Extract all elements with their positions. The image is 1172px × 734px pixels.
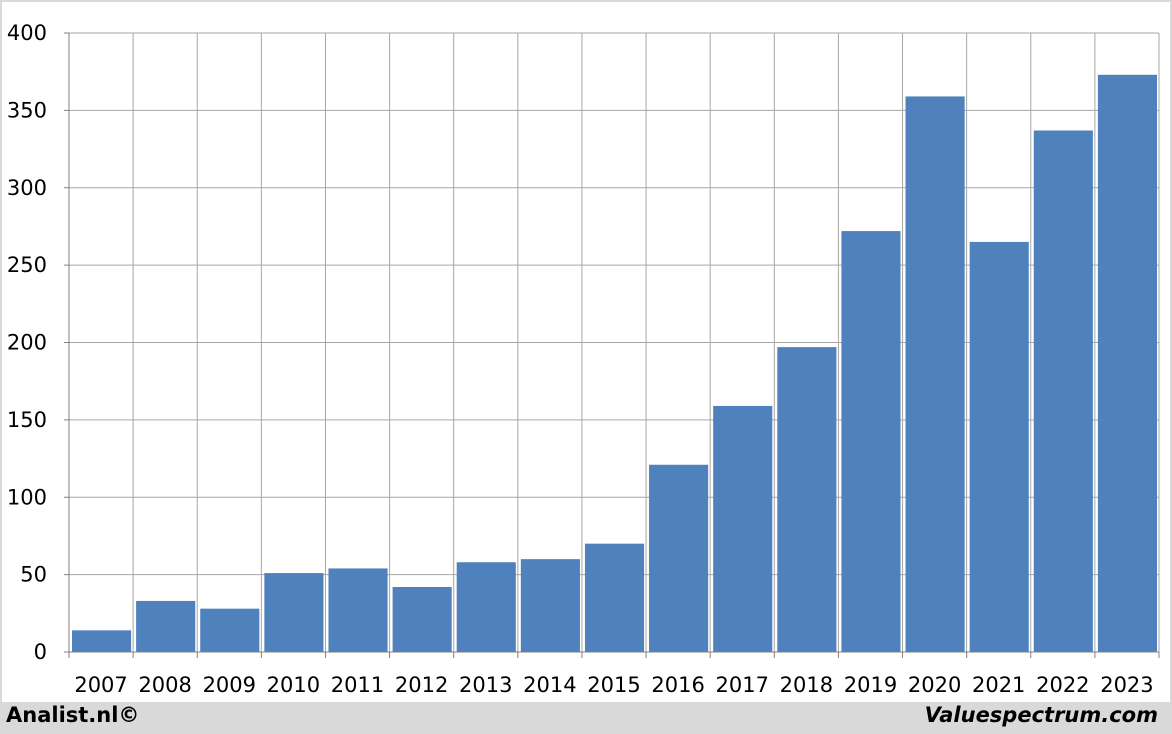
bar-2020 — [905, 96, 965, 652]
bar-2010 — [264, 573, 324, 652]
x-tick-label: 2017 — [716, 673, 769, 697]
bar-2023 — [1097, 74, 1157, 653]
y-tick-label: 150 — [7, 408, 47, 432]
x-tick-label: 2012 — [395, 673, 448, 697]
x-tick-label: 2015 — [587, 673, 640, 697]
y-tick-label: 100 — [7, 485, 47, 509]
x-tick-label: 2020 — [908, 673, 961, 697]
bar-2013 — [456, 562, 516, 652]
label-layer: 0 50 100 150 200 250 300 350 400 2007 2008 2009 2010… — [7, 21, 1154, 697]
y-tick-label: 50 — [20, 563, 47, 587]
bar-2012 — [392, 587, 452, 652]
x-tick-label: 2023 — [1100, 673, 1153, 697]
grid-layer — [68, 32, 1160, 653]
y-tick-label: 0 — [34, 640, 47, 664]
x-tick-label: 2021 — [972, 673, 1025, 697]
bar-2016 — [649, 464, 709, 652]
footer-source-right: Valuespectrum.com — [924, 703, 1158, 727]
x-tick-label: 2013 — [459, 673, 512, 697]
y-tick-label: 350 — [7, 98, 47, 122]
bar-2017 — [713, 405, 773, 652]
bar-2008 — [136, 600, 196, 652]
x-tick-label: 2022 — [1036, 673, 1089, 697]
bar-layer — [72, 74, 1157, 653]
bar-2015 — [584, 543, 645, 652]
x-tick-label: 2007 — [74, 673, 127, 697]
bar-2014 — [520, 559, 580, 652]
x-tick-label: 2008 — [138, 673, 191, 697]
y-tick-label: 300 — [7, 176, 47, 200]
x-tick-label: 2010 — [267, 673, 320, 697]
x-tick-label: 2009 — [203, 673, 256, 697]
y-tick-label: 250 — [7, 253, 47, 277]
bar-chart: 0 50 100 150 200 250 300 350 400 2007 2008 2009 2010… — [7, 21, 1160, 697]
chart-area: 0 50 100 150 200 250 300 350 400 2007 2008 2009 2010… — [2, 2, 1170, 702]
bar-2007 — [72, 630, 132, 652]
x-tick-label: 2011 — [331, 673, 384, 697]
axis-layer — [64, 32, 1160, 658]
bar-2019 — [841, 231, 901, 652]
x-tick-label: 2019 — [844, 673, 897, 697]
bar-2022 — [1033, 130, 1093, 652]
y-tick-label: 400 — [7, 21, 47, 45]
bar-2021 — [969, 241, 1029, 652]
bar-2009 — [200, 608, 260, 652]
bar-2011 — [328, 568, 388, 652]
x-tick-label: 2014 — [523, 673, 576, 697]
x-tick-label: 2016 — [651, 673, 704, 697]
footer-source-left: Analist.nl© — [6, 703, 140, 727]
y-tick-label: 200 — [7, 331, 47, 355]
x-tick-label: 2018 — [780, 673, 833, 697]
bar-2018 — [777, 347, 837, 652]
